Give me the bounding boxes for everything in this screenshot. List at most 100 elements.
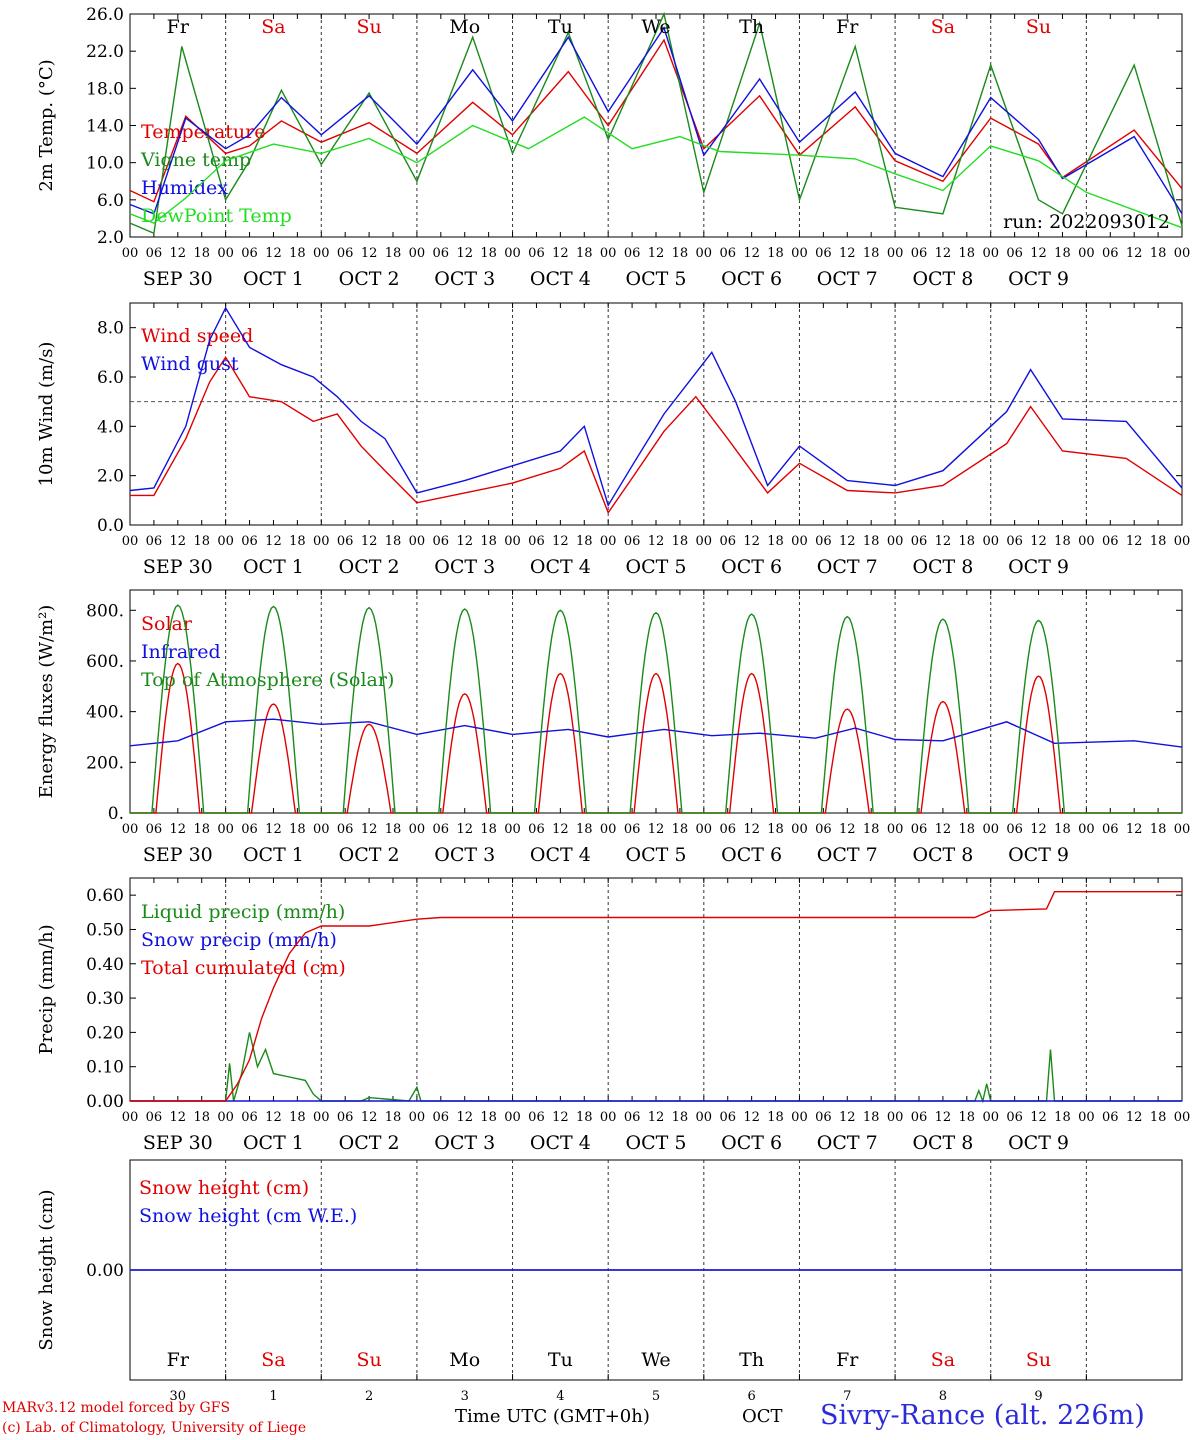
date-label: OCT 3 [434, 844, 495, 866]
hour-tick-label: 18 [289, 1110, 306, 1125]
series-line [130, 891, 1182, 1102]
hour-tick-label: 06 [146, 534, 163, 549]
panel-4: 0.00 0.10 0.20 0.30 0.40 0.50 0.60 Precip (mm/h… [36, 877, 1190, 1154]
hour-tick-label: 06 [528, 246, 545, 261]
panel-1: 2.0 6.0 10.0 14.0 18.0 22.0 26.0 2m Temp. (°C) 0… [36, 5, 1190, 290]
hour-tick-label: 06 [719, 246, 736, 261]
hour-tick-label: 00 [982, 246, 999, 261]
hour-tick-label: 06 [528, 1110, 545, 1125]
date-label: OCT 7 [817, 268, 878, 290]
weekday-label: Th [739, 1349, 764, 1371]
date-label: OCT 8 [912, 1132, 973, 1154]
model-credit: MARv3.12 model forced by GFS [2, 1400, 231, 1416]
hour-tick-label: 12 [648, 822, 665, 837]
hour-tick-label: 00 [313, 246, 330, 261]
panel-frame [129, 589, 1183, 814]
hour-tick-label: 12 [552, 534, 569, 549]
hour-tick-label: 00 [887, 1110, 904, 1125]
hour-tick-label: 00 [696, 1110, 713, 1125]
hour-tick-label: 06 [146, 822, 163, 837]
hour-tick-label: 06 [433, 534, 450, 549]
hour-tick-label: 18 [863, 246, 880, 261]
hour-tick-label: 18 [672, 1110, 689, 1125]
date-label: OCT 5 [626, 556, 687, 578]
weekday-label: Sa [261, 1349, 285, 1371]
y-axis-label: 10m Wind (m/s) [36, 342, 57, 487]
date-label: OCT 5 [626, 268, 687, 290]
hour-tick-label: 06 [528, 534, 545, 549]
hour-tick-label: 12 [1030, 822, 1047, 837]
hour-tick-label: 00 [1174, 822, 1191, 837]
hour-tick-label: 18 [1054, 822, 1071, 837]
hour-tick-label: 06 [719, 822, 736, 837]
hour-tick-label: 18 [959, 534, 976, 549]
hour-tick-label: 00 [313, 1110, 330, 1125]
date-label: OCT 2 [339, 268, 400, 290]
hour-tick-label: 18 [1054, 1110, 1071, 1125]
hour-tick-label: 06 [1006, 1110, 1023, 1125]
hour-tick-label: 00 [217, 1110, 234, 1125]
hour-tick-label: 00 [982, 534, 999, 549]
day-number-label: 6 [747, 1389, 755, 1404]
hour-tick-label: 18 [1150, 246, 1167, 261]
hour-tick-label: 18 [767, 246, 784, 261]
hour-tick-label: 12 [648, 534, 665, 549]
hour-tick-label: 18 [576, 1110, 593, 1125]
day-number-label: 5 [652, 1389, 660, 1404]
hour-tick-label: 12 [1030, 534, 1047, 549]
hour-tick-label: 12 [361, 1110, 378, 1125]
y-tick-label: 18.0 [86, 79, 124, 99]
series-line [130, 355, 1183, 515]
weekday-label: Tu [548, 16, 573, 38]
hour-tick-label: 12 [1126, 534, 1143, 549]
legend-label: Liquid precip (mm/h) [141, 901, 345, 923]
hour-tick-label: 18 [1054, 534, 1071, 549]
date-label: OCT 2 [339, 556, 400, 578]
hour-tick-label: 06 [624, 534, 641, 549]
hour-tick-label: 00 [313, 822, 330, 837]
hour-tick-label: 12 [361, 246, 378, 261]
hour-tick-label: 00 [887, 534, 904, 549]
hour-tick-label: 00 [122, 822, 139, 837]
series-line [130, 1032, 1182, 1104]
date-label: OCT 1 [243, 268, 304, 290]
weekday-label: Fr [167, 16, 190, 38]
hour-tick-label: 00 [409, 1110, 426, 1125]
legend-label: Wind speed [141, 325, 253, 347]
series-line [129, 116, 1183, 229]
hour-tick-label: 18 [480, 246, 497, 261]
hour-tick-label: 00 [887, 822, 904, 837]
hour-tick-label: 12 [456, 822, 473, 837]
lab-credit: (c) Lab. of Climatology, University of L… [2, 1420, 307, 1436]
date-label: OCT 4 [530, 556, 591, 578]
hour-tick-label: 18 [1150, 1110, 1167, 1125]
y-tick-label: 22.0 [86, 42, 124, 62]
hour-tick-label: 18 [385, 246, 402, 261]
date-label: OCT 1 [243, 844, 304, 866]
legend-label: Snow height (cm W.E.) [139, 1205, 357, 1227]
day-number-label: 2 [365, 1389, 373, 1404]
hour-tick-label: 00 [600, 1110, 617, 1125]
hour-tick-label: 18 [863, 822, 880, 837]
hour-tick-label: 18 [959, 246, 976, 261]
weekday-label: Fr [836, 16, 859, 38]
date-label: OCT 8 [912, 556, 973, 578]
hour-tick-label: 06 [1102, 822, 1119, 837]
hour-tick-label: 00 [696, 534, 713, 549]
weekday-label: Tu [548, 1349, 573, 1371]
date-label: OCT 7 [817, 844, 878, 866]
hour-tick-label: 06 [1006, 822, 1023, 837]
hour-tick-label: 18 [193, 246, 210, 261]
hour-tick-label: 18 [480, 822, 497, 837]
hour-tick-label: 12 [1030, 1110, 1047, 1125]
hour-tick-label: 12 [935, 246, 952, 261]
hour-tick-label: 00 [409, 246, 426, 261]
hour-tick-label: 12 [935, 822, 952, 837]
hour-tick-label: 18 [289, 246, 306, 261]
date-label: OCT 3 [434, 268, 495, 290]
hour-tick-label: 12 [456, 246, 473, 261]
y-tick-label: 0.60 [86, 886, 124, 906]
hour-tick-label: 12 [170, 534, 187, 549]
date-label: OCT 6 [721, 268, 782, 290]
